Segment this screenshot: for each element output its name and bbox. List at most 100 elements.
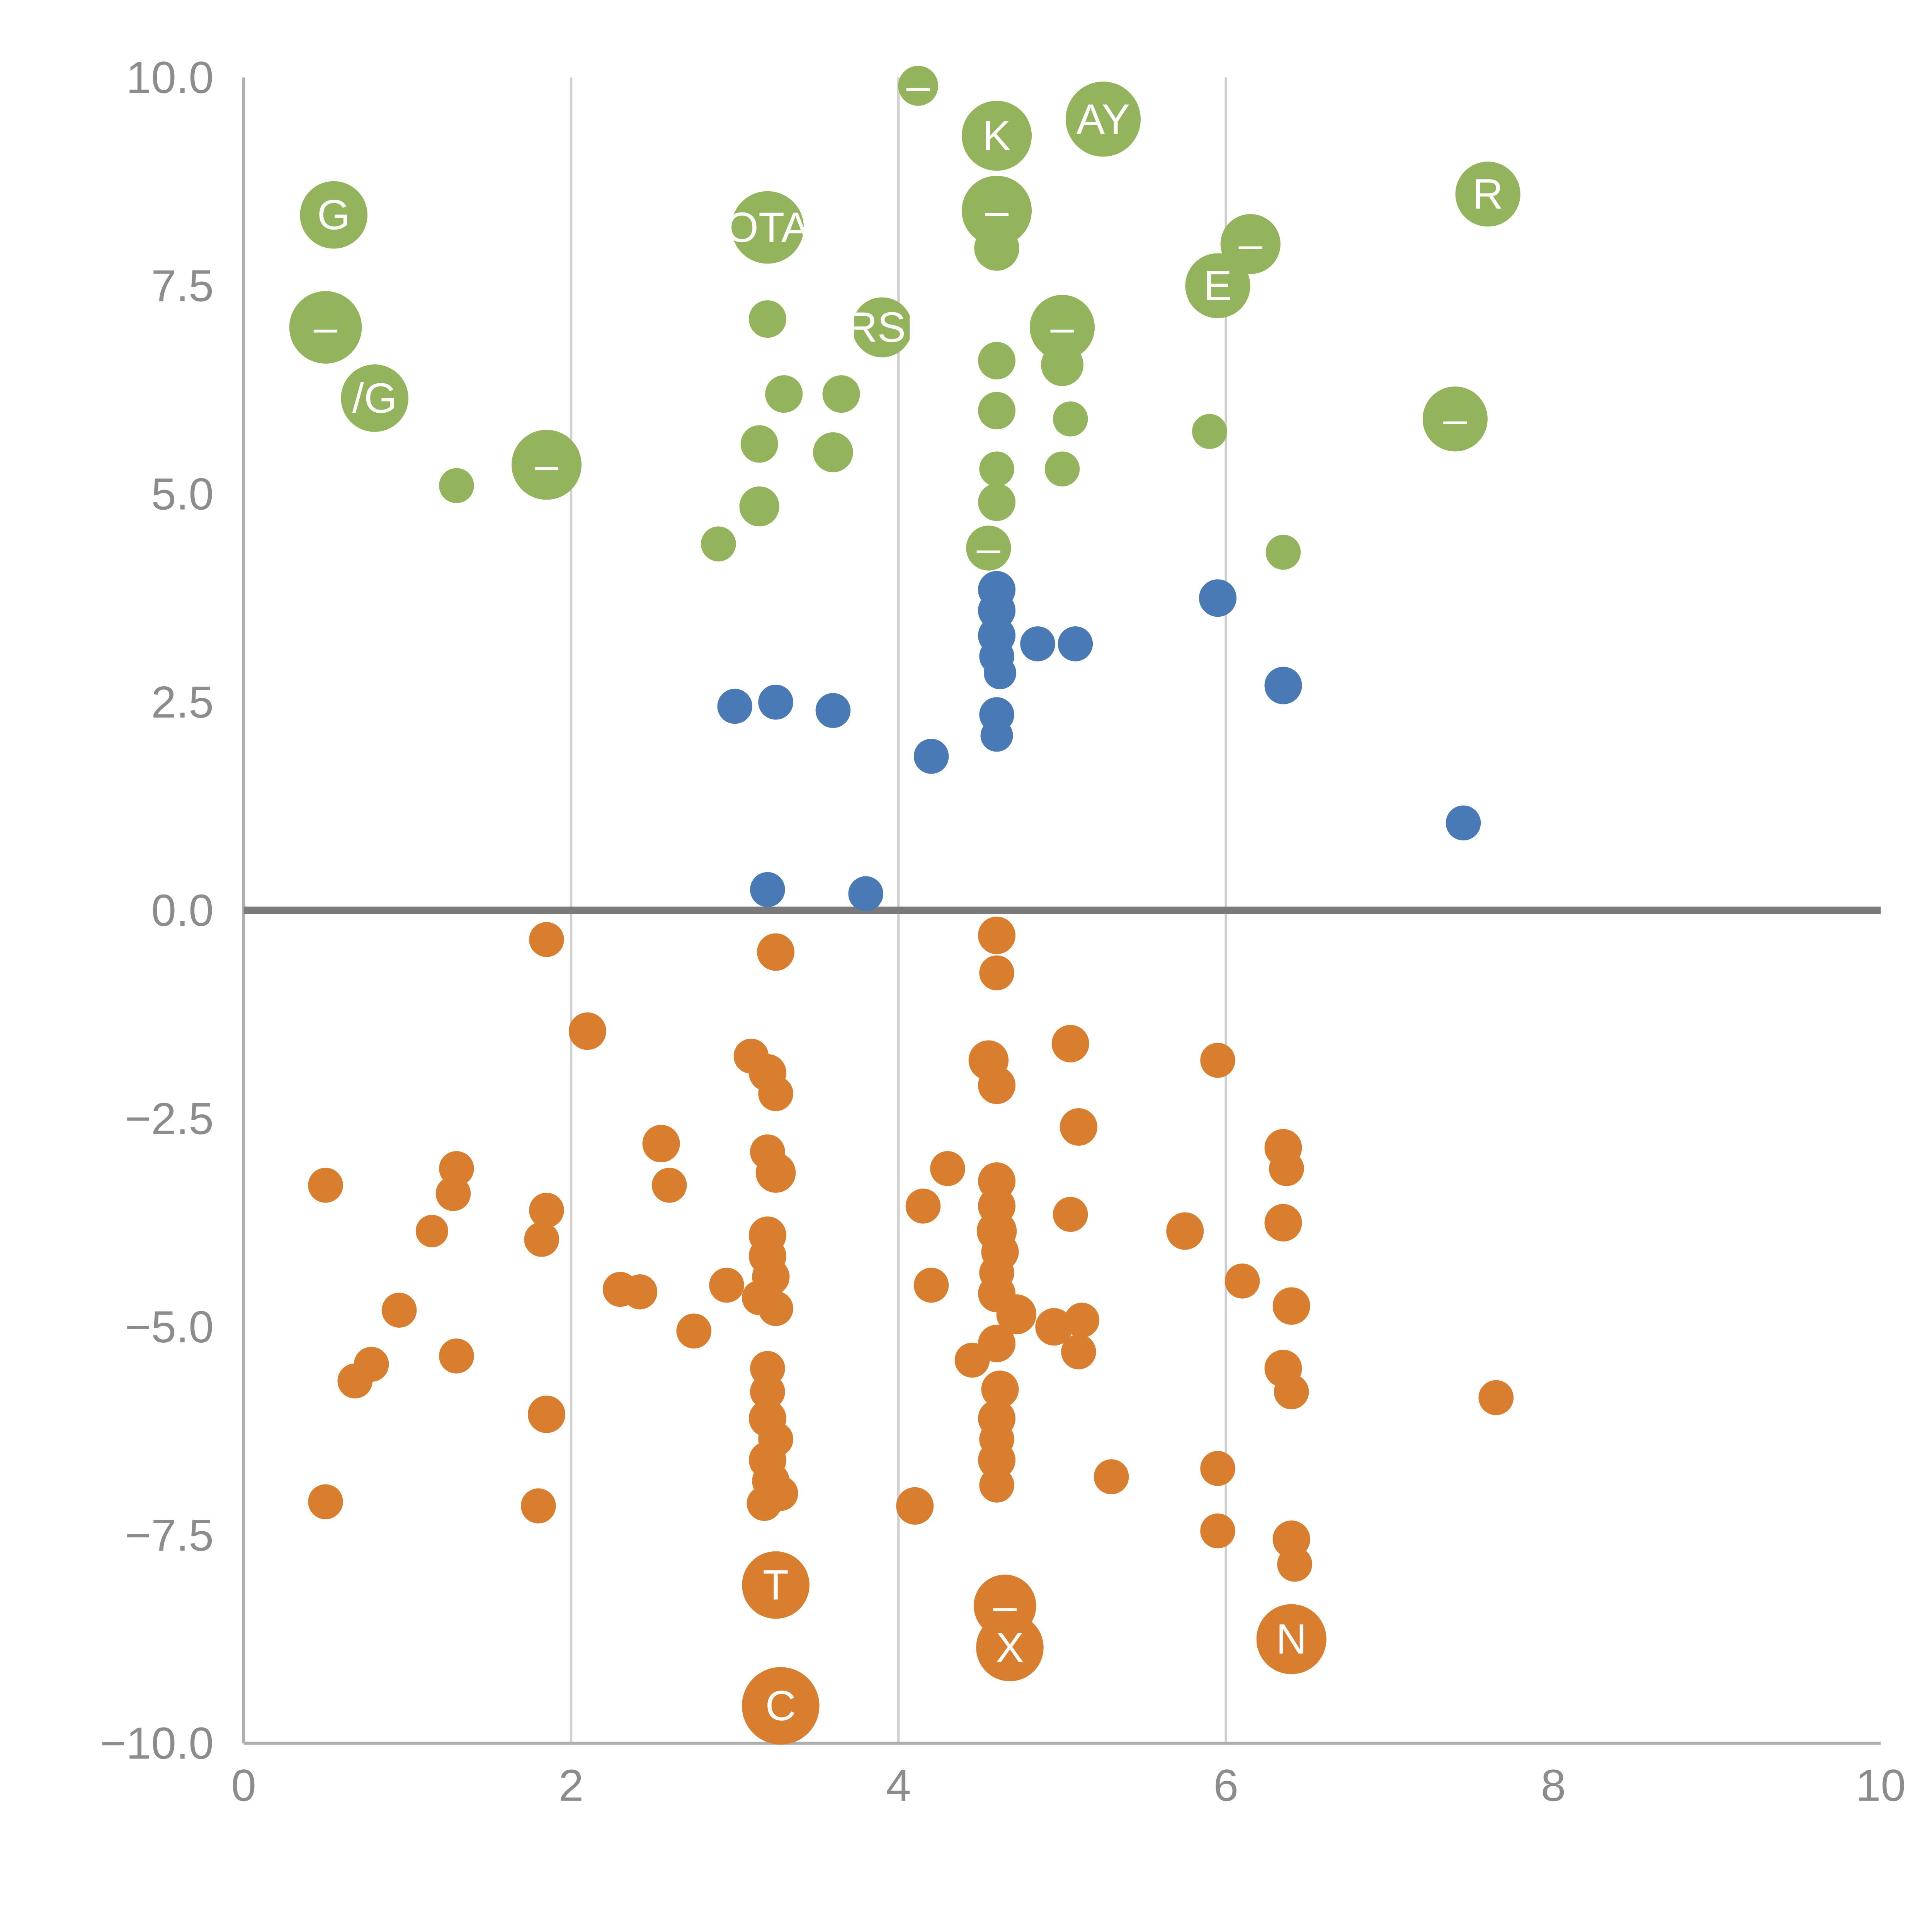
data-point-orange[interactable] [1269, 1151, 1304, 1186]
data-point-green[interactable] [978, 483, 1016, 521]
data-point-green[interactable] [1029, 295, 1095, 360]
data-point-orange[interactable] [1272, 1287, 1310, 1325]
data-point-orange[interactable] [1051, 1025, 1089, 1063]
data-point-orange[interactable] [913, 1267, 949, 1303]
data-point-orange[interactable] [979, 955, 1014, 991]
data-point-orange[interactable] [978, 917, 1016, 954]
data-point-orange[interactable] [742, 1551, 810, 1619]
data-point-orange[interactable] [1200, 1513, 1235, 1549]
data-point-green[interactable] [739, 486, 779, 527]
data-point-green[interactable] [740, 425, 778, 463]
data-point-blue[interactable] [1020, 626, 1055, 662]
data-point-green[interactable] [898, 66, 938, 106]
data-point-green[interactable] [822, 375, 860, 413]
data-point-green[interactable] [1455, 162, 1520, 227]
data-point-orange[interactable] [1064, 1303, 1100, 1338]
data-point-orange[interactable] [954, 1342, 990, 1378]
data-point-orange[interactable] [308, 1168, 343, 1203]
data-point-orange[interactable] [1200, 1043, 1235, 1078]
data-point-blue[interactable] [1058, 626, 1093, 662]
data-point-orange[interactable] [308, 1484, 343, 1519]
data-point-orange[interactable] [529, 1192, 564, 1228]
data-point-blue[interactable] [1264, 667, 1302, 704]
data-point-green[interactable] [748, 300, 786, 338]
data-point-green[interactable] [1065, 82, 1141, 157]
data-point-green[interactable] [1044, 451, 1080, 486]
data-point-orange[interactable] [750, 1374, 785, 1410]
data-point-blue[interactable] [1446, 805, 1481, 841]
data-point-orange[interactable] [979, 1468, 1014, 1503]
data-point-blue[interactable] [758, 684, 793, 720]
data-point-green[interactable] [1265, 534, 1301, 570]
data-point-orange[interactable] [1094, 1459, 1129, 1495]
data-point-orange[interactable] [709, 1267, 744, 1303]
data-point-orange[interactable] [520, 1488, 556, 1524]
data-point-orange[interactable] [381, 1293, 417, 1328]
data-point-orange[interactable] [415, 1214, 448, 1248]
data-point-green[interactable] [962, 100, 1032, 171]
data-point-green[interactable] [1185, 253, 1250, 318]
data-point-green[interactable] [974, 226, 1019, 271]
data-point-green[interactable] [701, 526, 736, 561]
data-point-green[interactable] [1053, 401, 1088, 437]
data-point-blue[interactable] [848, 876, 883, 912]
data-point-green[interactable] [978, 342, 1016, 379]
data-point-orange[interactable] [755, 1153, 796, 1193]
data-point-orange[interactable] [524, 1222, 560, 1257]
data-point-green[interactable] [511, 430, 582, 500]
data-point-green[interactable] [852, 297, 912, 357]
data-point-green[interactable] [1041, 344, 1084, 386]
data-point-orange[interactable] [976, 1614, 1044, 1682]
data-point-orange[interactable] [758, 1291, 793, 1326]
data-point-orange[interactable] [905, 1189, 941, 1224]
data-point-orange[interactable] [642, 1125, 680, 1163]
data-point-orange[interactable] [1166, 1212, 1204, 1250]
data-point-orange[interactable] [529, 922, 564, 957]
data-point-green[interactable] [300, 181, 368, 249]
data-point-orange[interactable] [568, 1012, 606, 1050]
data-point-orange[interactable] [1200, 1451, 1235, 1486]
data-point-orange[interactable] [1060, 1108, 1097, 1146]
data-point-orange[interactable] [651, 1168, 687, 1203]
data-point-orange[interactable] [1264, 1204, 1302, 1242]
data-point-orange[interactable] [337, 1363, 373, 1399]
data-point-blue[interactable] [815, 693, 851, 728]
data-point-blue[interactable] [750, 872, 785, 907]
data-point-green[interactable] [978, 392, 1016, 430]
data-point-green[interactable] [341, 364, 408, 432]
data-point-blue[interactable] [983, 656, 1017, 689]
data-point-orange[interactable] [1053, 1197, 1088, 1232]
data-point-green[interactable] [966, 526, 1011, 571]
data-point-green[interactable] [289, 291, 362, 364]
data-point-orange[interactable] [747, 1486, 782, 1521]
data-point-green[interactable] [1422, 386, 1488, 452]
data-point-orange[interactable] [435, 1176, 471, 1211]
data-point-green[interactable] [439, 468, 474, 503]
data-point-orange[interactable] [1225, 1264, 1260, 1299]
data-point-orange[interactable] [439, 1338, 474, 1374]
data-point-blue[interactable] [717, 689, 752, 724]
data-point-orange[interactable] [758, 1076, 793, 1111]
data-point-green[interactable] [1192, 414, 1227, 449]
data-point-orange[interactable] [896, 1487, 934, 1525]
data-point-green[interactable] [1220, 214, 1281, 274]
data-point-orange[interactable] [1256, 1604, 1327, 1674]
data-point-orange[interactable] [1277, 1546, 1312, 1582]
data-point-orange[interactable] [981, 1371, 1019, 1408]
data-point-orange[interactable] [1035, 1308, 1073, 1346]
data-point-orange[interactable] [930, 1151, 965, 1186]
data-point-orange[interactable] [978, 1066, 1016, 1104]
data-point-orange[interactable] [978, 1441, 1016, 1479]
data-point-green[interactable] [979, 451, 1014, 486]
data-point-blue[interactable] [913, 739, 949, 774]
data-point-green[interactable] [813, 432, 853, 473]
data-point-blue[interactable] [980, 719, 1013, 752]
data-point-orange[interactable] [1478, 1380, 1514, 1415]
data-point-orange[interactable] [757, 933, 795, 971]
data-point-green[interactable] [962, 175, 1032, 246]
data-point-orange[interactable] [1274, 1374, 1309, 1410]
data-point-orange[interactable] [527, 1395, 565, 1433]
data-point-orange[interactable] [676, 1313, 712, 1349]
data-point-green[interactable] [731, 191, 804, 264]
data-point-blue[interactable] [1199, 579, 1237, 617]
